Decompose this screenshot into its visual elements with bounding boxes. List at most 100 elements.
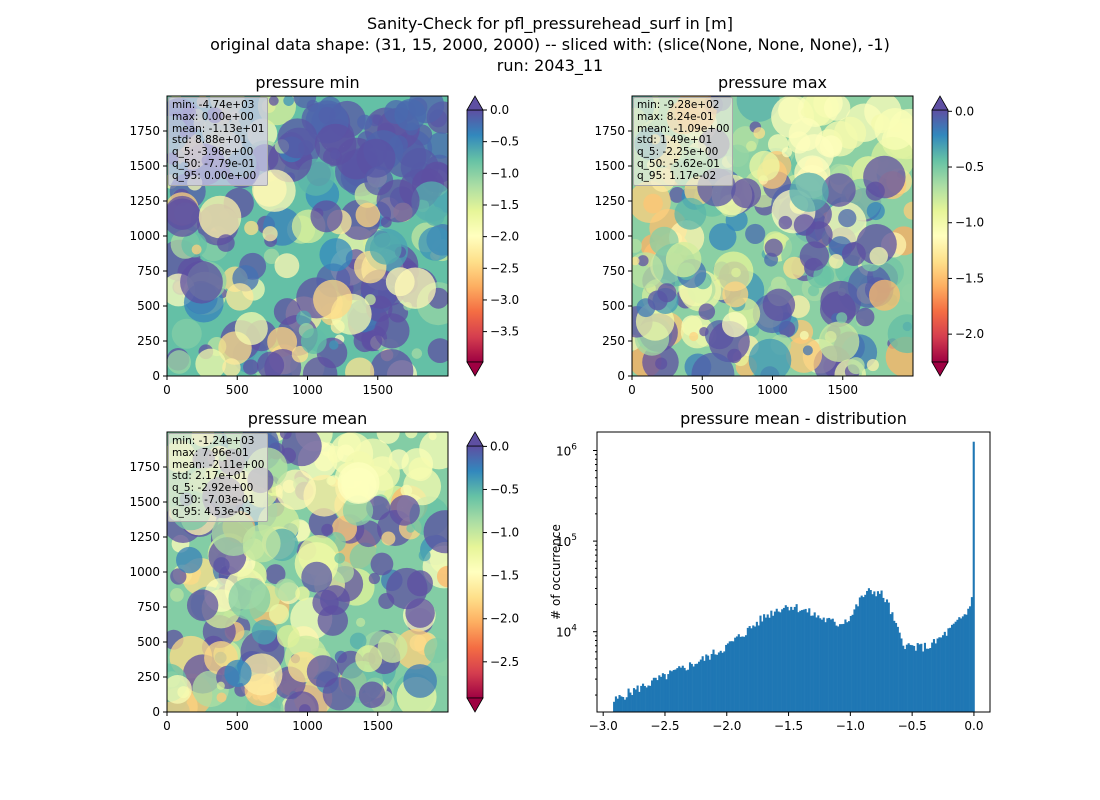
x-tick-label: 0	[628, 383, 636, 397]
figure-suptitle-line2: original data shape: (31, 15, 2000, 2000…	[210, 35, 890, 54]
histogram-bar	[669, 670, 672, 712]
histogram-bar	[746, 627, 749, 712]
histogram-bar	[829, 619, 833, 712]
hist-y-tick-label: 106	[556, 442, 577, 458]
histogram-bar	[634, 689, 637, 712]
histogram-bar	[905, 644, 908, 712]
histogram-bar	[696, 663, 699, 712]
histogram-bar	[838, 624, 842, 712]
panel-title: pressure mean	[248, 409, 368, 428]
hist-x-tick-label: −1.5	[774, 719, 803, 733]
histogram-bar	[945, 635, 948, 712]
y-tick-label: 750	[137, 600, 160, 614]
histogram-bar	[940, 637, 943, 712]
stats-std: std: 8.88e+01	[172, 134, 248, 147]
histogram-bar	[716, 654, 719, 712]
histogram-bar	[885, 599, 889, 712]
histogram-bar	[649, 685, 652, 712]
histogram-bar	[754, 626, 757, 712]
histogram-bar	[772, 615, 775, 712]
histogram-bar	[770, 610, 773, 712]
hist-y-axis-label: # of occurrence	[549, 524, 563, 620]
histogram-bar	[763, 614, 766, 712]
histogram-bar	[768, 617, 771, 712]
histogram-bar	[970, 597, 973, 712]
x-tick-label: 500	[691, 383, 714, 397]
histogram-bar	[806, 612, 809, 712]
hist-y-tick-exp: 5	[571, 533, 577, 543]
histogram-bar	[815, 617, 818, 712]
histogram-bar	[922, 651, 925, 712]
histogram-bar	[685, 670, 688, 712]
histogram-bar	[710, 653, 713, 712]
histogram-bar	[804, 608, 807, 712]
x-tick-label: 0	[163, 719, 171, 733]
histogram-bar	[614, 696, 617, 712]
histogram-bar	[801, 610, 804, 712]
histogram-bar	[712, 649, 715, 712]
histogram-bar	[961, 616, 964, 712]
histogram-bar	[739, 636, 742, 712]
stats-box: min: -9.28e+02 max: 8.24e-01 mean: -1.09e+…	[633, 97, 734, 186]
histogram-bar	[967, 608, 970, 712]
stats-std: std: 1.49e+01	[637, 134, 713, 147]
histogram-bar	[837, 626, 840, 712]
histogram-title: pressure mean - distribution	[680, 409, 907, 428]
histogram-bar	[735, 636, 739, 712]
histogram-bar	[867, 588, 870, 712]
histogram-bar	[654, 677, 657, 712]
histogram-bar	[819, 618, 822, 712]
histogram-bar	[934, 643, 937, 712]
colorbar-tick-label: −2.0	[490, 612, 519, 626]
histogram-bar	[781, 609, 784, 712]
histogram-bar	[743, 636, 746, 712]
histogram-bar	[938, 637, 941, 712]
histogram-bar	[613, 701, 616, 712]
y-tick-label: 1500	[594, 159, 625, 173]
histogram-bar	[705, 654, 708, 712]
histogram-bar	[714, 654, 717, 712]
stats-max: max: 0.00e+00	[172, 110, 254, 123]
hist-y-tick-base: 10	[556, 444, 571, 458]
histogram-bar	[889, 614, 892, 712]
colorbar-extend-bottom	[931, 361, 949, 377]
y-tick-label: 750	[602, 264, 625, 278]
hist-x-tick-label: −2.5	[650, 719, 679, 733]
histogram-bar	[797, 612, 800, 712]
histogram-bar	[894, 622, 898, 712]
histogram-bar	[694, 663, 697, 712]
histogram-bar	[925, 648, 928, 712]
histogram-bar	[963, 614, 966, 712]
histogram-bar	[632, 688, 636, 712]
histogram-bar	[920, 643, 923, 712]
colorbar-tick-label: −0.5	[490, 135, 519, 149]
y-tick-label: 0	[617, 369, 625, 383]
histogram-bar	[622, 697, 625, 712]
colorbar-tick-label: −1.5	[955, 271, 984, 285]
histogram-bar	[876, 591, 880, 712]
histogram-bar	[960, 618, 963, 712]
stats-std: std: 2.17e+01	[172, 470, 248, 483]
heatmap-texture	[632, 96, 913, 376]
histogram-bar	[972, 441, 975, 712]
stats-max: max: 7.96e-01	[172, 446, 249, 459]
histogram-bar	[907, 643, 910, 712]
stats-box: min: -4.74e+03 max: 0.00e+00 mean: -1.13e+…	[168, 97, 269, 186]
colorbar-tick-label: −3.5	[490, 325, 519, 339]
histogram-bar	[728, 641, 731, 712]
histogram-bar	[820, 619, 823, 712]
colorbar-body	[466, 109, 484, 363]
histogram-bar	[744, 635, 748, 712]
histogram-bar	[656, 680, 659, 712]
stats-max: max: 8.24e-01	[637, 110, 714, 123]
colorbar-tick-label: −0.5	[955, 160, 984, 174]
histogram-bar	[790, 606, 793, 712]
histogram-bar	[913, 645, 916, 712]
histogram-bar	[672, 669, 675, 712]
figure-suptitle-line3: run: 2043_11	[496, 56, 604, 75]
histogram-bar	[909, 644, 912, 712]
y-tick-label: 1750	[129, 460, 160, 474]
histogram-bar	[692, 666, 695, 712]
histogram-bar	[969, 606, 972, 712]
histogram-bar	[663, 674, 666, 712]
